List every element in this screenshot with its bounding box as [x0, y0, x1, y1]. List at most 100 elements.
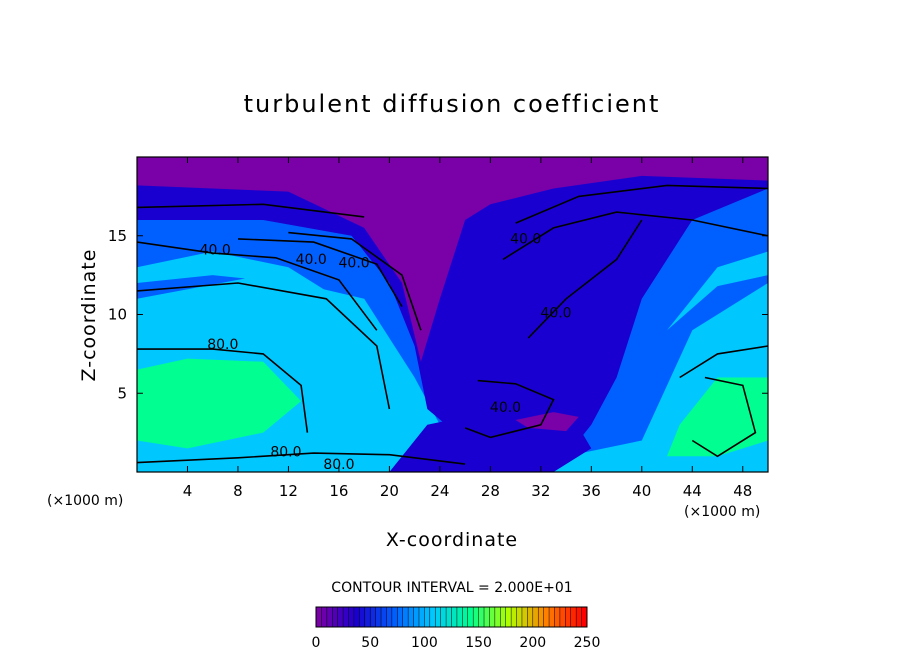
colorbar-cell [381, 607, 387, 627]
colorbar-cell [337, 607, 344, 627]
colorbar-cell [505, 607, 512, 627]
x-tick-label: 48 [733, 482, 752, 500]
colorbar-cell [554, 607, 561, 627]
heatmap-field [137, 157, 768, 472]
colorbar-cell [494, 607, 501, 627]
colorbar-cell [435, 607, 441, 627]
x-tick-label: 20 [380, 482, 399, 500]
x-tick-label: 4 [183, 482, 193, 500]
x-tick-label: 28 [481, 482, 500, 500]
colorbar-cell [375, 607, 382, 627]
colorbar-ticks: 0 50 100 150 200 250 [312, 635, 601, 651]
x-tick-label: 8 [233, 482, 243, 500]
colorbar-cell [316, 607, 322, 627]
colorbar-cell [364, 607, 371, 627]
contour-line [137, 348, 309, 433]
colorbar-cell [489, 607, 496, 627]
colorbar-cell [386, 607, 393, 627]
contour-label: 40.0 [296, 252, 327, 268]
field-region [667, 251, 768, 331]
colorbar-frame [315, 606, 588, 628]
y-axis-ticks: 5 10 15 [108, 227, 768, 402]
colorbar-cell [359, 607, 366, 627]
colorbar-cell [462, 607, 469, 627]
colorbar-cell [446, 607, 452, 627]
contour-label: 40.0 [490, 400, 521, 416]
contour-line [288, 231, 422, 331]
colorbar-cell [370, 607, 376, 627]
colorbar-cell [343, 607, 349, 627]
colorbar-cell [532, 607, 539, 627]
chart-title: turbulent diffusion coefficient [244, 90, 661, 118]
field-region [667, 377, 768, 457]
colorbar-cell [424, 607, 431, 627]
colorbar-cell [451, 607, 458, 627]
colorbar-cell [332, 607, 338, 627]
x-tick-label: 32 [531, 482, 550, 500]
colorbar-cell [402, 607, 409, 627]
y-tick-label: 10 [108, 306, 127, 324]
colorbar-cell [397, 607, 404, 627]
colorbar-cell [543, 607, 550, 627]
contour-labels: 40.0 40.0 40.0 40.0 40.0 40.0 80.0 80.0 80.0 [200, 232, 572, 473]
x-unit-label: (×1000 m) [684, 504, 760, 520]
colorbar-cell [565, 607, 572, 627]
contour-line [691, 376, 757, 458]
colorbar [315, 606, 588, 628]
colorbar-tick-label: 100 [411, 635, 438, 651]
colorbar-cell [321, 607, 328, 627]
colorbar-cell [326, 607, 333, 627]
colorbar-cell [538, 607, 544, 627]
colorbar-cell [511, 607, 517, 627]
colorbar-cell [527, 607, 534, 627]
contour-line [137, 203, 365, 218]
colorbar-cell [418, 607, 425, 627]
colorbar-cell [353, 607, 360, 627]
colorbar-cell [348, 607, 355, 627]
colorbar-tick-label: 50 [361, 635, 379, 651]
contour-label: 80.0 [207, 337, 238, 353]
contour-line [137, 452, 466, 465]
colorbar-cell [456, 607, 463, 627]
contour-line [527, 219, 643, 339]
x-tick-label: 12 [279, 482, 298, 500]
colorbar-cell [581, 607, 588, 627]
contour-line [464, 379, 555, 439]
colorbar-cell [484, 607, 490, 627]
contour-label: 40.0 [339, 255, 370, 271]
colorbar-tick-label: 200 [519, 635, 546, 651]
field-region [137, 251, 339, 299]
colorbar-tick-label: 250 [574, 635, 601, 651]
contour-label: 40.0 [200, 243, 231, 259]
contour-label: 80.0 [323, 457, 354, 473]
contour-label: 40.0 [510, 232, 541, 248]
colorbar-cell [549, 607, 555, 627]
colorbar-cell [500, 607, 506, 627]
x-tick-label: 40 [632, 482, 651, 500]
contour-line [137, 282, 391, 410]
contour-label: 80.0 [270, 444, 301, 460]
y-axis-label: Z-coordinate [78, 249, 100, 382]
x-tick-label: 24 [430, 482, 449, 500]
x-tick-label: 44 [683, 482, 702, 500]
colorbar-cell [521, 607, 528, 627]
x-tick-label: 16 [329, 482, 348, 500]
contour-line [515, 184, 768, 224]
contour-lines [137, 184, 768, 465]
colorbar-tick-label: 150 [465, 635, 492, 651]
y-unit-label: (×1000 m) [47, 493, 123, 509]
x-axis-label: X-coordinate [386, 529, 518, 551]
contour-interval-text: CONTOUR INTERVAL = 2.000E+01 [331, 580, 572, 596]
field-region [137, 157, 768, 362]
colorbar-cell [429, 607, 436, 627]
y-tick-label: 5 [117, 384, 127, 402]
colorbar-cell [478, 607, 485, 627]
colorbar-cell [467, 607, 474, 627]
colorbar-cell [408, 607, 414, 627]
colorbar-cell [413, 607, 420, 627]
contour-line [502, 211, 768, 261]
x-tick-label: 36 [582, 482, 601, 500]
colorbar-cell [576, 607, 582, 627]
